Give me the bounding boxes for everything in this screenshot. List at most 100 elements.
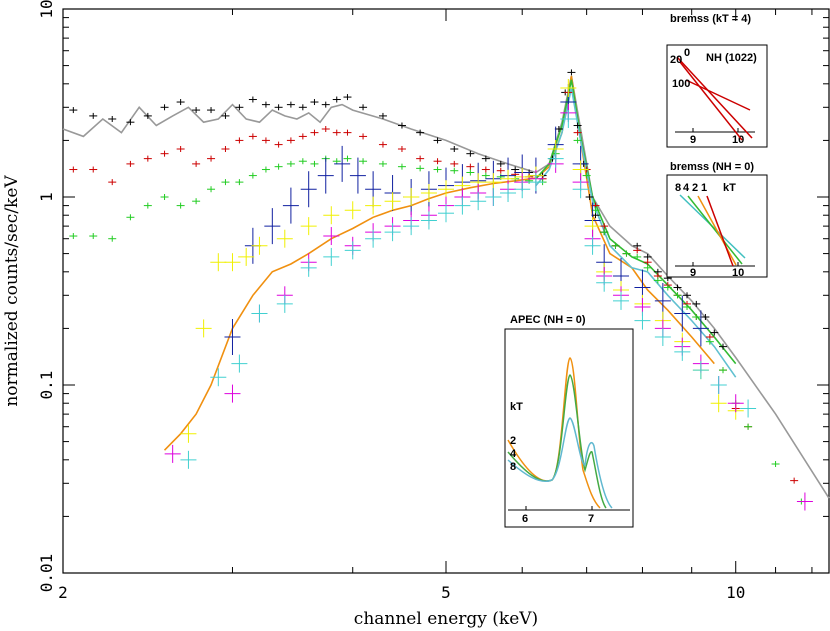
data-point-green-6 — [176, 202, 185, 209]
data-points-layer — [69, 69, 813, 511]
data-point-cyan-19 — [547, 149, 564, 168]
data-point-black-9 — [221, 112, 230, 119]
inset-bremss-kt-title: bremss (NH = 0) — [670, 161, 754, 173]
data-point-red-20 — [359, 133, 368, 140]
data-point-black-47 — [673, 284, 682, 291]
data-point-red-11 — [248, 133, 257, 140]
data-point-cyan-13 — [454, 196, 471, 215]
data-point-black-38 — [585, 194, 594, 200]
data-point-magenta-0 — [164, 444, 181, 463]
data-point-black-18 — [332, 96, 341, 103]
data-point-black-4 — [143, 112, 152, 119]
data-point-red-5 — [160, 150, 169, 157]
inset-apec-label: kT — [510, 401, 523, 413]
data-point-green-44 — [673, 292, 682, 299]
inset-bremss-kt-curve-4 — [687, 195, 743, 265]
data-point-blue-4 — [300, 171, 317, 208]
x-tick-label-10: 10 — [726, 583, 745, 602]
data-point-green-14 — [286, 160, 295, 167]
data-point-cyan-28 — [692, 361, 709, 380]
data-point-red-17 — [321, 125, 330, 132]
data-point-black-21 — [378, 112, 387, 119]
inset-apec: APEC (NH = 0) 6 7 kT 2 4 8 — [504, 314, 634, 528]
inset-bremss-nh: bremss (kT = 4) 9 10 0 20 100 NH (1022) — [666, 13, 768, 148]
data-point-yellow-7 — [300, 217, 317, 236]
data-point-blue-6 — [334, 145, 351, 182]
inset-bremss-nh-frame — [666, 44, 768, 148]
data-point-yellow-13 — [420, 184, 437, 203]
data-point-green-38 — [611, 242, 620, 249]
data-point-red-37 — [600, 223, 609, 230]
data-point-yellow-8 — [323, 206, 340, 225]
data-point-black-28 — [496, 160, 505, 167]
data-point-blue-28 — [692, 310, 709, 347]
data-point-cyan-15 — [485, 188, 502, 206]
data-point-red-1 — [89, 166, 98, 173]
model-line-cyan-model — [535, 87, 737, 378]
data-point-black-26 — [466, 150, 475, 157]
inset-bremss-nh-title: bremss (kT = 4) — [670, 13, 751, 25]
data-point-red-27 — [481, 166, 490, 173]
data-point-green-22 — [397, 163, 406, 170]
data-point-yellow-9 — [344, 201, 361, 220]
data-point-cyan-9 — [384, 223, 401, 242]
data-point-black-14 — [286, 101, 295, 108]
data-point-red-18 — [332, 129, 341, 136]
data-point-green-26 — [466, 169, 475, 176]
data-point-red-28 — [496, 167, 505, 174]
inset-bremss-nh-curve-0 — [676, 56, 753, 139]
data-point-magenta-30 — [796, 492, 813, 511]
inset-apec-title: APEC (NH = 0) — [510, 314, 586, 326]
inset-bremss-nh-curvelabel-20: 20 — [670, 54, 682, 66]
data-point-yellow-1 — [195, 319, 212, 338]
data-point-cyan-0 — [180, 450, 197, 469]
data-point-green-37 — [600, 229, 609, 236]
data-point-black-24 — [433, 137, 442, 144]
data-point-red-26 — [466, 163, 475, 170]
data-point-black-16 — [310, 99, 319, 106]
data-point-blue-27 — [674, 295, 691, 332]
data-point-black-3 — [126, 119, 135, 126]
data-point-cyan-25 — [634, 311, 651, 330]
data-point-yellow-12 — [403, 188, 420, 206]
data-point-magenta-1 — [224, 384, 241, 403]
data-point-green-20 — [359, 158, 368, 165]
data-point-green-19 — [343, 155, 352, 162]
data-point-cyan-22 — [584, 236, 601, 255]
data-point-red-9 — [221, 146, 230, 153]
y-tick-label-0.01: 0.01 — [37, 554, 56, 593]
inset-bremss-kt-frame — [666, 174, 768, 278]
data-point-red-13 — [274, 141, 283, 148]
data-point-red-22 — [397, 146, 406, 153]
data-point-black-15 — [298, 104, 307, 111]
data-point-yellow-2 — [210, 253, 227, 272]
data-point-cyan-12 — [438, 204, 454, 223]
data-point-black-5 — [160, 104, 169, 111]
data-point-yellow-31 — [710, 394, 727, 413]
data-point-cyan-21 — [572, 180, 589, 199]
inset-bremss-nh-curve-20 — [679, 61, 743, 141]
x-axis: 2 5 10 — [58, 9, 813, 602]
data-point-cyan-18 — [527, 173, 544, 192]
inset-bremss-kt-ticklabel-10: 10 — [732, 267, 744, 279]
data-point-cyan-14 — [470, 192, 487, 211]
data-point-black-10 — [235, 104, 244, 111]
data-point-green-16 — [310, 160, 319, 167]
data-point-black-48 — [683, 292, 692, 299]
data-point-red-25 — [450, 160, 459, 167]
data-point-red-51 — [790, 477, 799, 484]
data-point-black-52 — [718, 343, 727, 350]
inset-bremss-kt-curve-2 — [697, 195, 737, 266]
data-point-green-0 — [69, 233, 78, 240]
inset-bremss-kt-curvelabel-2: 2 — [692, 182, 698, 194]
data-point-black-44 — [643, 253, 652, 260]
data-point-cyan-26 — [654, 328, 671, 347]
data-point-yellow-3 — [224, 253, 241, 272]
data-point-green-50 — [744, 423, 753, 430]
data-point-green-39 — [622, 250, 631, 257]
inset-bremss-kt: bremss (NH = 0) 9 10 8 4 2 1 kT — [666, 161, 768, 279]
inset-bremss-kt-curvelabel-1: 1 — [701, 182, 707, 194]
data-point-red-4 — [143, 155, 152, 162]
data-point-green-8 — [207, 186, 216, 193]
